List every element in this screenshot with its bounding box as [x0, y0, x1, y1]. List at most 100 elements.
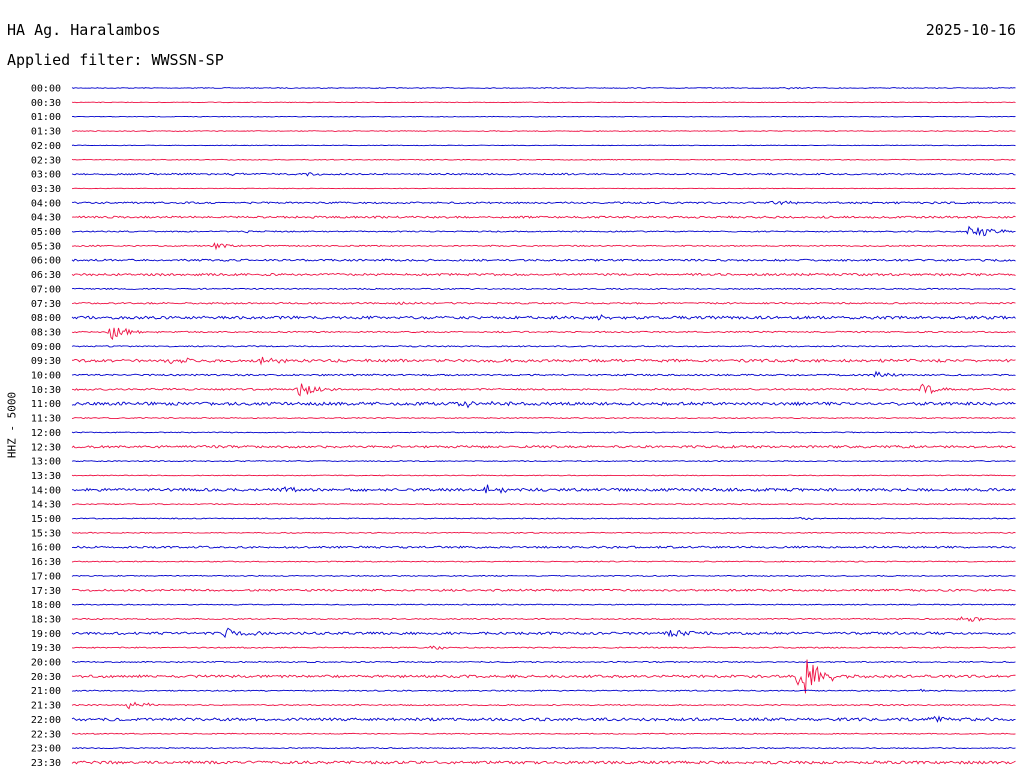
- time-tick-label: 10:30: [31, 385, 61, 396]
- trace-line: [71, 645, 1016, 650]
- time-tick-label: 22:00: [31, 715, 61, 726]
- trace-line: [71, 560, 1016, 563]
- time-tick-label: 16:30: [31, 557, 61, 568]
- trace-line: [71, 345, 1016, 348]
- trace-line: [71, 616, 1016, 622]
- time-tick-label: 11:30: [31, 414, 61, 425]
- time-tick-label: 18:00: [31, 600, 61, 611]
- time-tick-label: 07:30: [31, 299, 61, 310]
- time-tick-label: 05:30: [31, 241, 61, 252]
- time-tick-label: 21:30: [31, 701, 61, 712]
- time-tick-label: 17:30: [31, 586, 61, 597]
- trace-line: [71, 503, 1016, 506]
- time-tick-label: 02:00: [31, 141, 61, 152]
- trace-line: [71, 574, 1016, 577]
- time-tick-label: 12:00: [31, 428, 61, 439]
- time-tick-label: 06:30: [31, 270, 61, 281]
- trace-line: [71, 659, 1016, 694]
- filter-label: Applied filter: WWSSN-SP: [7, 51, 224, 69]
- trace-line: [71, 517, 1016, 520]
- time-tick-label: 21:00: [31, 686, 61, 697]
- trace-line: [71, 760, 1016, 765]
- trace-line: [71, 383, 1016, 397]
- time-tick-label: 03:30: [31, 184, 61, 195]
- time-tick-label: 22:30: [31, 729, 61, 740]
- time-tick-label: 08:30: [31, 327, 61, 338]
- time-tick-label: 20:00: [31, 658, 61, 669]
- station-title: HA Ag. Haralambos: [7, 21, 161, 39]
- time-tick-label: 14:00: [31, 485, 61, 496]
- time-tick-label: 03:00: [31, 170, 61, 181]
- trace-line: [71, 400, 1016, 409]
- trace-group: [71, 86, 1016, 765]
- trace-line: [71, 531, 1016, 534]
- time-tick-label: 18:30: [31, 614, 61, 625]
- trace-line: [71, 627, 1016, 639]
- time-tick-label: 02:30: [31, 155, 61, 166]
- trace-line: [71, 287, 1016, 291]
- time-tick-label: 04:00: [31, 198, 61, 209]
- time-tick-label: 23:30: [31, 758, 61, 769]
- time-tick-label: 01:30: [31, 127, 61, 138]
- trace-line: [71, 225, 1016, 237]
- time-tick-label: 19:30: [31, 643, 61, 654]
- trace-line: [71, 444, 1016, 449]
- time-tick-label: 17:00: [31, 571, 61, 582]
- time-tick-label: 13:30: [31, 471, 61, 482]
- time-tick-group: 00:00 00:30 01:00 01:30 02:00 02:30 03:00 03:30…: [31, 84, 61, 769]
- trace-line: [71, 588, 1016, 592]
- time-tick-label: 20:30: [31, 672, 61, 683]
- trace-line: [71, 144, 1016, 147]
- time-tick-label: 00:30: [31, 98, 61, 109]
- trace-line: [71, 101, 1016, 104]
- trace-line: [71, 747, 1016, 750]
- trace-line: [71, 356, 1016, 366]
- time-tick-label: 12:30: [31, 442, 61, 453]
- trace-line: [71, 688, 1016, 693]
- trace-line: [71, 474, 1016, 477]
- trace-line: [71, 86, 1016, 90]
- time-tick-label: 23:00: [31, 744, 61, 755]
- time-tick-label: 13:00: [31, 457, 61, 468]
- time-tick-label: 16:00: [31, 543, 61, 554]
- time-tick-label: 01:00: [31, 112, 61, 123]
- trace-line: [71, 660, 1016, 664]
- trace-line: [71, 370, 1016, 378]
- trace-line: [71, 417, 1016, 420]
- trace-line: [71, 158, 1016, 161]
- trace-line: [71, 431, 1016, 434]
- trace-line: [71, 200, 1016, 206]
- time-tick-label: 11:00: [31, 399, 61, 410]
- time-tick-label: 08:00: [31, 313, 61, 324]
- trace-line: [71, 603, 1016, 606]
- trace-line: [71, 732, 1016, 735]
- trace-line: [71, 215, 1016, 219]
- time-tick-label: 19:00: [31, 629, 61, 640]
- trace-line: [71, 545, 1016, 549]
- time-tick-label: 09:30: [31, 356, 61, 367]
- trace-line: [71, 130, 1016, 132]
- time-tick-label: 15:30: [31, 528, 61, 539]
- trace-line: [71, 314, 1016, 321]
- trace-line: [71, 701, 1016, 710]
- trace-line: [71, 187, 1016, 190]
- trace-line: [71, 327, 1016, 341]
- time-tick-label: 14:30: [31, 500, 61, 511]
- time-tick-label: 05:00: [31, 227, 61, 238]
- trace-line: [71, 115, 1016, 118]
- trace-line: [71, 272, 1016, 277]
- trace-line: [71, 460, 1016, 463]
- time-tick-label: 00:00: [31, 84, 61, 95]
- trace-line: [71, 715, 1016, 723]
- date-label: 2025-10-16: [925, 21, 1016, 39]
- time-tick-label: 06:00: [31, 256, 61, 267]
- time-tick-label: 15:00: [31, 514, 61, 525]
- trace-line: [71, 301, 1016, 305]
- trace-line: [71, 172, 1016, 177]
- trace-line: [71, 258, 1016, 262]
- time-tick-label: 09:00: [31, 342, 61, 353]
- trace-line: [71, 242, 1016, 251]
- trace-line: [71, 484, 1016, 494]
- time-tick-label: 04:30: [31, 213, 61, 224]
